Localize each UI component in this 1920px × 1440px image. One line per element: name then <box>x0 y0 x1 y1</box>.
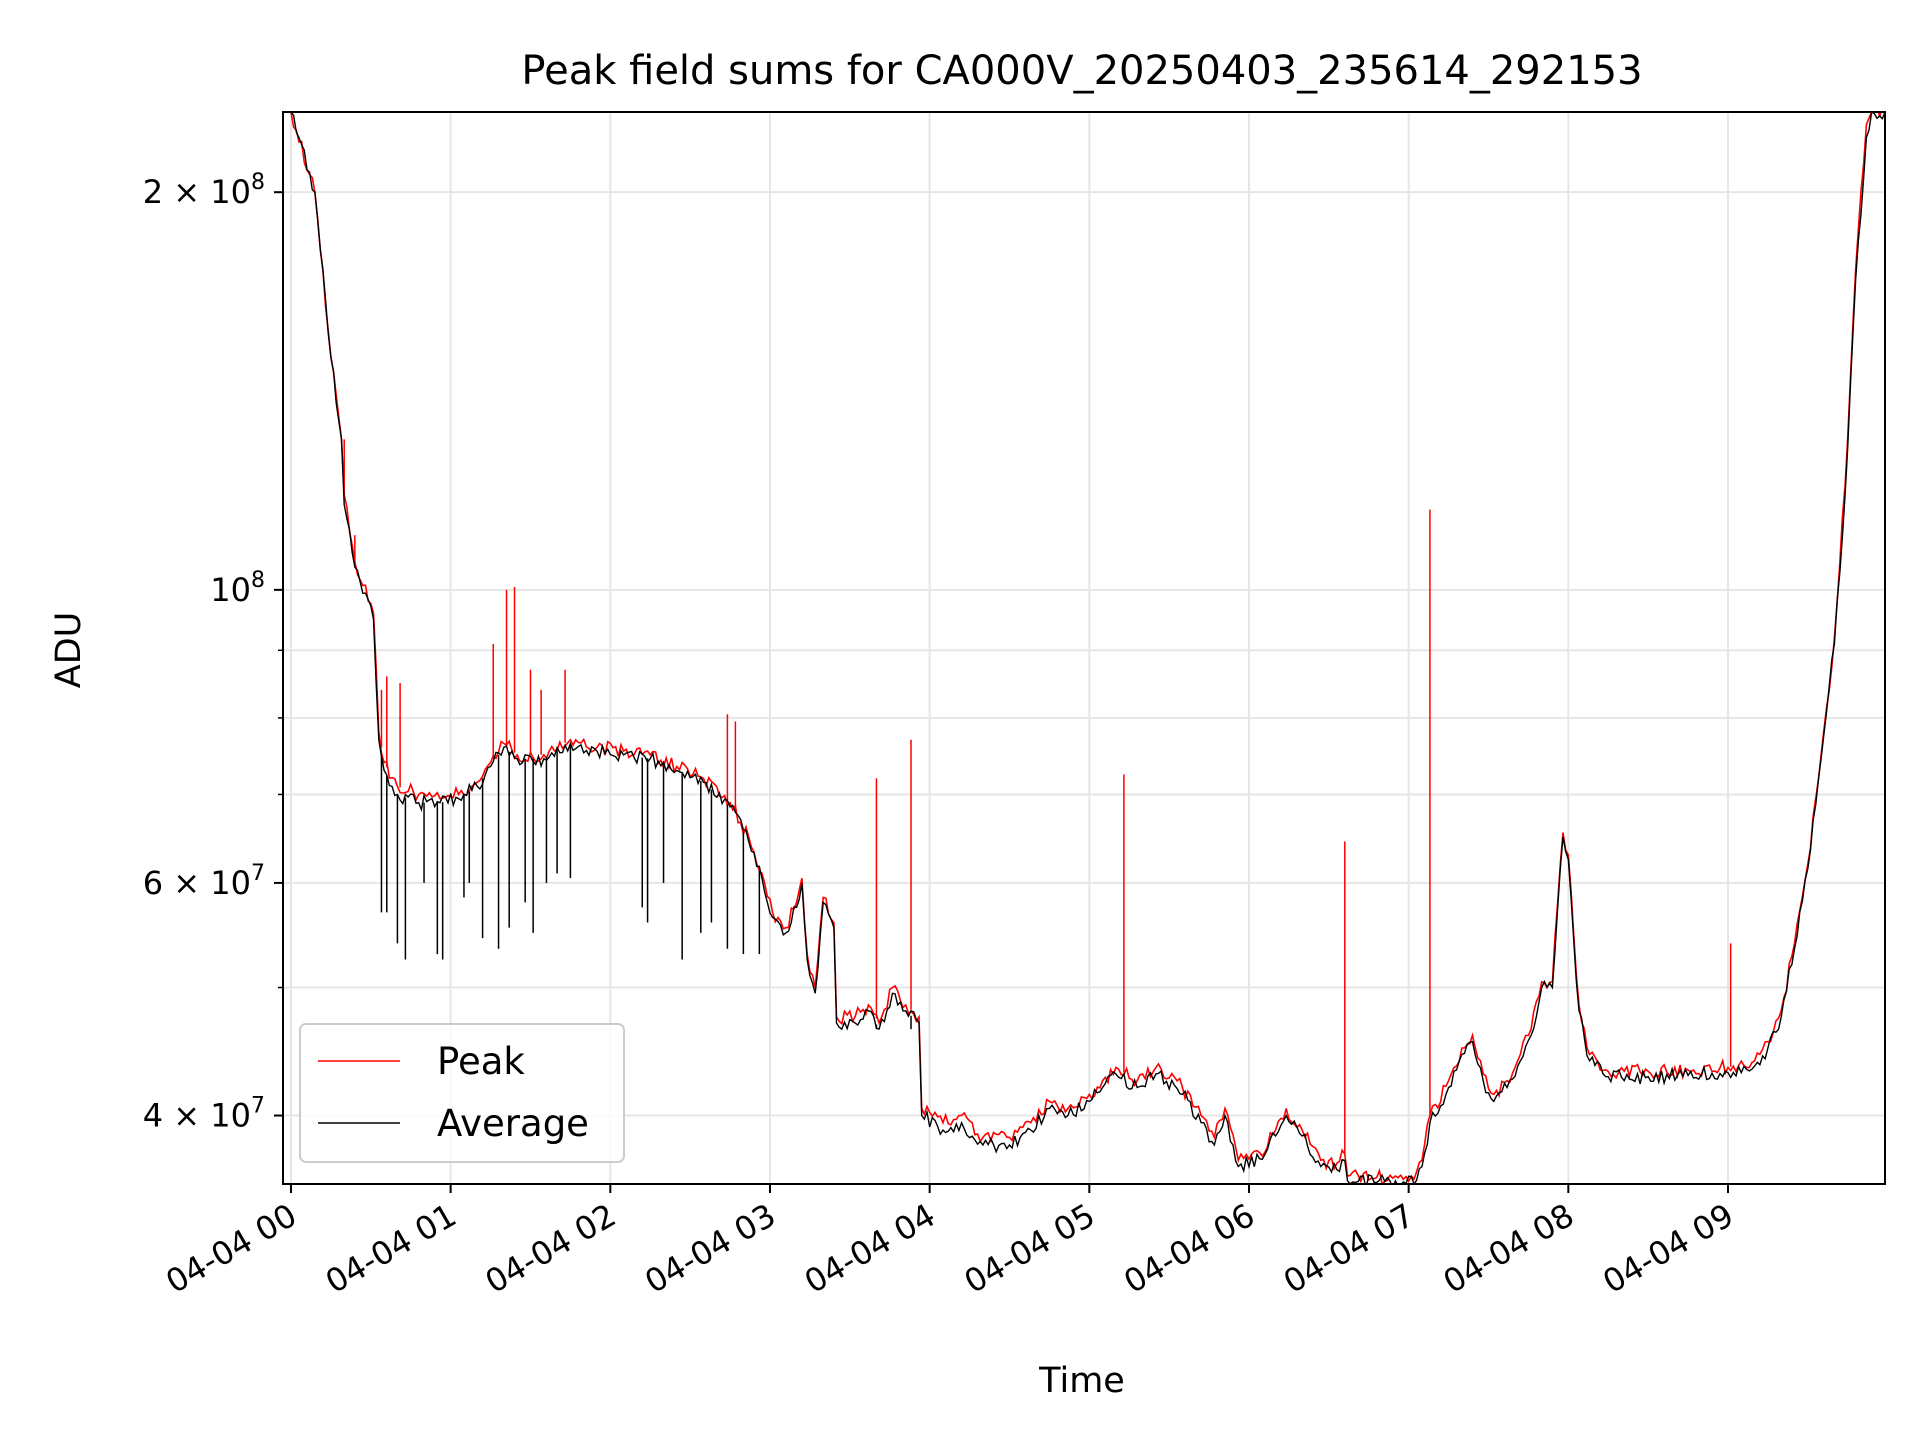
legend-label-peak: Peak <box>437 1040 525 1083</box>
chart-title: Peak field sums for CA000V_20250403_2356… <box>521 48 1642 94</box>
y-axis-label: ADU <box>49 612 89 689</box>
grid <box>283 112 1885 1184</box>
legend: Peak Average <box>299 1023 625 1163</box>
y-tick-exponent: 8 <box>251 568 265 593</box>
y-tick-exponent: 7 <box>251 861 265 886</box>
y-tick-label: 2 × 108 <box>143 170 265 211</box>
series-line-average <box>290 112 1885 1184</box>
series-layer <box>290 112 1885 1184</box>
y-tick-label: 6 × 107 <box>143 861 265 902</box>
x-axis-label: Time <box>1038 1361 1125 1401</box>
legend-label-average: Average <box>437 1102 589 1145</box>
y-tick-label: 4 × 107 <box>143 1094 265 1135</box>
y-tick-exponent: 7 <box>251 1094 265 1119</box>
y-tick-exponent: 8 <box>251 170 265 195</box>
axes-frame <box>282 111 1886 1185</box>
legend-box <box>299 1023 625 1163</box>
